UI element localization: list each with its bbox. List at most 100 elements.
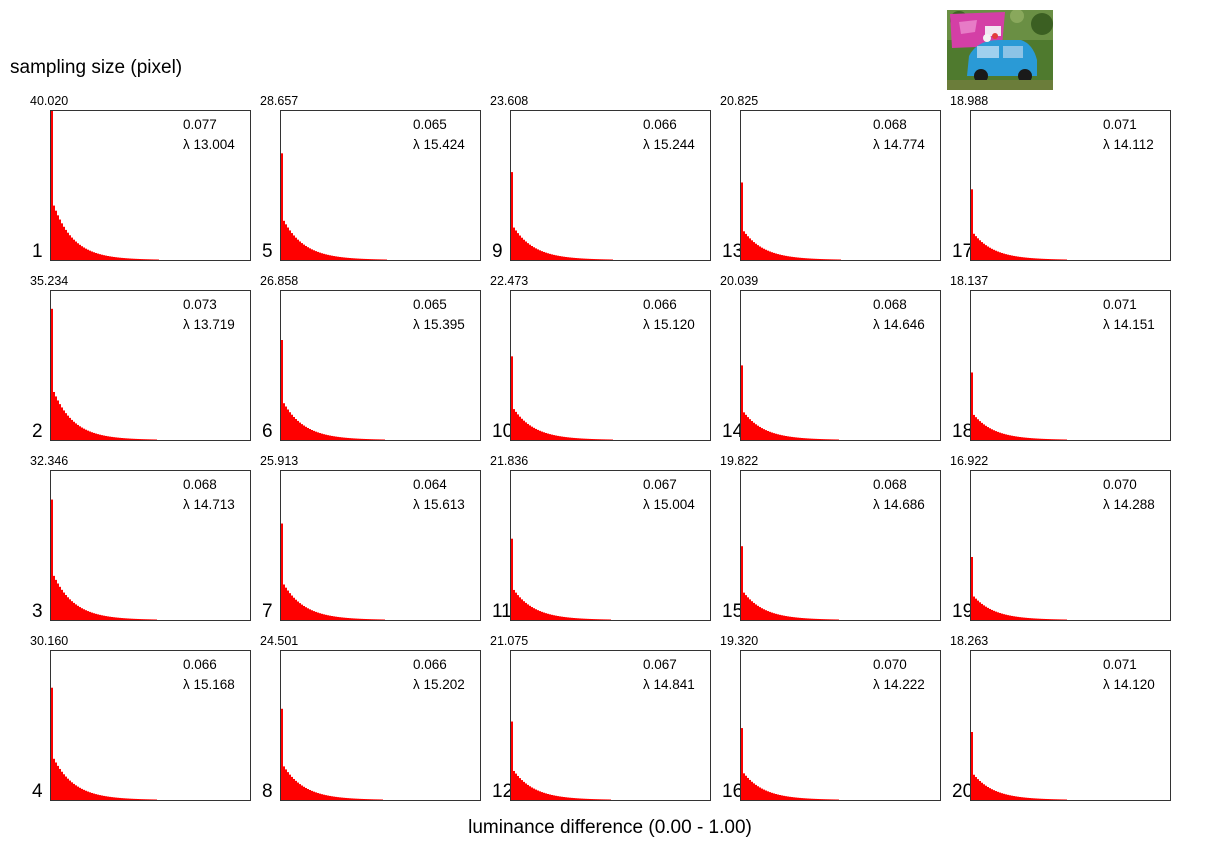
- histogram-bar: [1063, 259, 1065, 260]
- histogram-bar: [71, 419, 73, 440]
- histogram-bar: [547, 433, 549, 440]
- panel-index-label: 4: [32, 781, 43, 802]
- histogram-bar: [329, 795, 331, 800]
- histogram-bar: [77, 424, 79, 440]
- histogram-bar: [553, 615, 555, 620]
- histogram-bar: [533, 427, 535, 440]
- histogram-bar: [987, 607, 989, 620]
- histogram-bar: [323, 434, 325, 440]
- histogram-bar: [801, 257, 803, 260]
- histogram-bar: [765, 610, 767, 620]
- histogram-bar: [785, 255, 787, 260]
- histogram-bar: [565, 437, 567, 440]
- histogram-bar: [815, 798, 817, 800]
- histogram-bar: [357, 618, 359, 620]
- histogram-bar: [821, 799, 823, 800]
- histogram-bar: [601, 619, 603, 620]
- histogram-bar: [555, 795, 557, 800]
- histogram-bar: [325, 795, 327, 800]
- histogram-bar: [773, 793, 775, 800]
- histogram-bar: [283, 766, 285, 800]
- histogram-bar: [283, 584, 285, 620]
- histogram-bar: [381, 799, 383, 800]
- histogram-bar: [313, 791, 315, 800]
- histogram-bar: [305, 245, 307, 260]
- histogram-bar: [63, 592, 65, 620]
- histogram-bar: [153, 619, 155, 620]
- histogram-bar: [981, 422, 983, 440]
- histogram-bar: [135, 258, 137, 260]
- histogram-bar: [305, 607, 307, 620]
- histogram-bar: [377, 259, 379, 260]
- histogram-bar: [769, 431, 771, 440]
- histogram-bar: [519, 778, 521, 800]
- histogram-bar: [303, 786, 305, 800]
- histogram-bar: [285, 224, 287, 260]
- histogram-bar: [93, 613, 95, 620]
- histogram-bar: [353, 798, 355, 800]
- histogram-bar: [53, 575, 55, 620]
- histogram-bar: [299, 603, 301, 620]
- histogram-bar: [371, 259, 373, 260]
- panel-stats: 0.077 λ 13.004: [183, 115, 235, 155]
- histogram-bar: [375, 619, 377, 620]
- histogram-bar: [1055, 439, 1057, 440]
- panel-peak-label: 18.137: [950, 274, 989, 288]
- histogram-bar: [315, 251, 317, 260]
- histogram-bar: [561, 256, 563, 260]
- histogram-bar: [303, 425, 305, 440]
- histogram-bar: [983, 424, 985, 440]
- panel-index-label: 15: [722, 601, 744, 622]
- histogram-bar: [375, 799, 377, 800]
- histogram-bar: [593, 259, 595, 260]
- histogram-bar: [533, 608, 535, 620]
- histogram-bar: [539, 430, 541, 440]
- histogram-bar: [53, 758, 55, 800]
- histogram-bar: [1065, 259, 1067, 260]
- histogram-bar: [801, 437, 803, 440]
- histogram-bar: [803, 618, 805, 620]
- histogram-bars: [741, 365, 839, 440]
- histogram-bar: [773, 613, 775, 620]
- histogram-bar: [1029, 618, 1031, 620]
- histogram-bar: [793, 617, 795, 620]
- histogram-bar: [543, 251, 545, 260]
- histogram-bar: [813, 258, 815, 260]
- histogram-bar: [63, 410, 65, 440]
- histogram-bars: [971, 372, 1067, 440]
- histogram-bar: [519, 597, 521, 620]
- histogram-bar: [1045, 619, 1047, 620]
- histogram-bar: [343, 437, 345, 440]
- histogram-bar: [975, 598, 977, 620]
- histogram-bar: [307, 789, 309, 800]
- histogram-bar: [359, 438, 361, 440]
- histogram-bar: [1043, 258, 1045, 260]
- histogram-bar: [351, 618, 353, 620]
- histogram-panel: 0.071 λ 14.112: [970, 110, 1171, 261]
- histogram-bar: [367, 439, 369, 440]
- histogram-bar: [815, 258, 817, 260]
- histogram-bar: [359, 618, 361, 620]
- histogram-bar: [741, 182, 743, 260]
- histogram-bar: [115, 257, 117, 260]
- histogram-bar: [95, 252, 97, 260]
- histogram-bar: [581, 618, 583, 620]
- histogram-panel: 0.066 λ 15.202: [280, 650, 481, 801]
- panel-lambda-value: λ 14.120: [1103, 677, 1155, 692]
- panel-index-label: 9: [492, 241, 503, 262]
- histogram-bar: [997, 791, 999, 800]
- histogram-bar: [311, 610, 313, 620]
- histogram-bar: [91, 432, 93, 440]
- histogram-bar: [1021, 437, 1023, 440]
- histogram-bar: [1007, 254, 1009, 260]
- histogram-bar: [789, 256, 791, 260]
- histogram-bar: [107, 256, 109, 260]
- histogram-bar: [1029, 438, 1031, 440]
- histogram-bar: [75, 604, 77, 620]
- histogram-bar: [747, 597, 749, 620]
- histogram-bar: [321, 794, 323, 800]
- histogram-bar: [813, 798, 815, 800]
- histogram-bar: [97, 794, 99, 800]
- histogram-bar: [73, 421, 75, 440]
- histogram-bar: [1017, 256, 1019, 260]
